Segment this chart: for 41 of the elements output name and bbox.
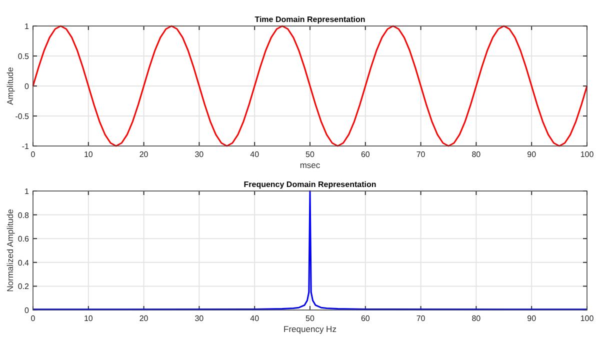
x-axis-title: msec [300,160,321,170]
x-tick-label: 90 [527,150,537,159]
x-tick-label: 100 [580,314,594,323]
y-tick-label: 0.8 [18,210,30,220]
x-tick-label: 100 [580,150,594,159]
y-tick-label: -1 [22,142,30,151]
x-tick-label: 10 [84,314,94,323]
x-tick-label: 80 [472,314,482,323]
x-tick-label: 0 [30,314,36,323]
x-tick-label: 90 [527,314,537,323]
x-tick-label: 70 [416,314,426,323]
y-axis-title: Normalized Amplitude [5,208,15,292]
y-tick-label: 1 [24,187,30,196]
x-tick-label: 40 [250,314,260,323]
x-tick-label: 20 [139,150,149,159]
chart-title: Frequency Domain Representation [244,180,376,189]
x-tick-label: 30 [194,150,204,159]
y-tick-label: -0.5 [15,112,30,121]
x-tick-label: 70 [416,150,426,159]
chart-title: Time Domain Representation [254,15,366,24]
y-tick-label: 1 [24,22,30,31]
x-tick-label: 60 [360,150,370,159]
line-series [32,25,588,147]
y-tick-label: 0 [24,306,30,315]
x-tick-label: 20 [139,314,149,323]
x-tick-label: 50 [306,314,315,323]
x-tick-label: 0 [30,150,36,159]
y-tick-label: 0.5 [18,52,30,61]
x-tick-label: 30 [194,314,204,323]
x-tick-label: 60 [360,314,370,323]
y-tick-label: 0.4 [18,258,30,268]
y-axis-title: Amplitude [5,66,15,105]
x-tick-label: 50 [306,150,315,159]
y-tick-label: 0 [24,82,30,91]
x-axis-title: Frequency Hz [284,324,336,334]
line-series [32,190,588,310]
x-tick-label: 80 [472,150,482,159]
y-tick-label: 0.2 [18,282,30,292]
y-tick-label: 0.6 [18,234,30,244]
x-tick-label: 10 [84,150,94,159]
x-tick-label: 40 [250,150,260,159]
